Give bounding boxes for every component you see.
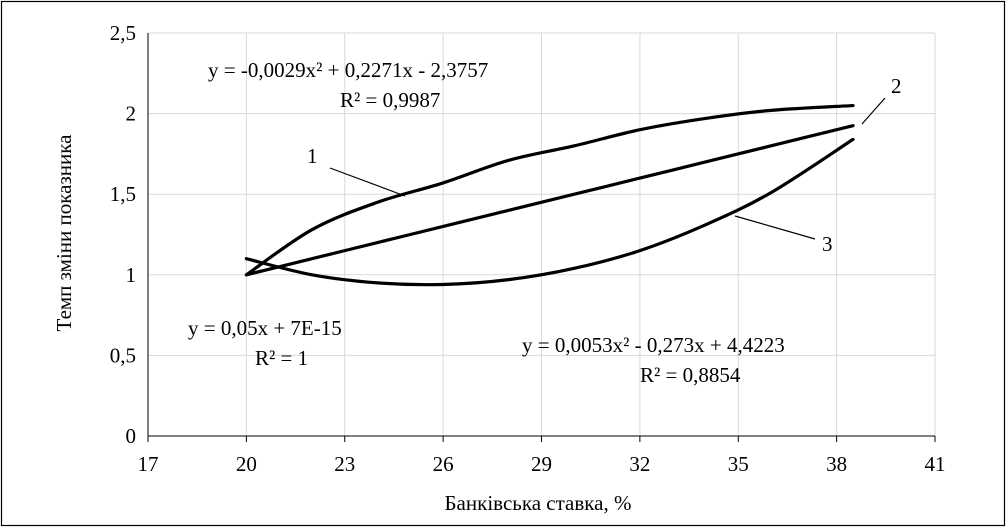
trendline-equation-series-1: y = -0,0029x² + 0,2271x - 2,3757: [208, 58, 488, 82]
trendline-r2-series-2: R² = 1: [255, 346, 308, 370]
series-layer: [244, 103, 855, 287]
y-axis-title: Темп зміни показника: [52, 134, 76, 332]
x-tick-label: 35: [728, 452, 749, 476]
y-tick-label: 1: [126, 263, 137, 287]
y-tick-label: 2: [126, 102, 137, 126]
x-tick-label: 38: [826, 452, 847, 476]
series-3-line: [244, 137, 855, 287]
trendline-r2-series-1: R² = 0,9987: [340, 88, 440, 112]
x-tick-label: 41: [925, 452, 946, 476]
y-tick-label: 2,5: [110, 21, 136, 45]
grid-layer: [148, 32, 936, 436]
x-tick-label: 20: [236, 452, 257, 476]
y-tick-label: 0: [126, 424, 137, 448]
series-3-leader: [734, 215, 816, 240]
x-tick-label: 17: [138, 452, 159, 476]
series-2-number: 2: [891, 74, 902, 98]
x-tick-label: 26: [433, 452, 454, 476]
series-2-leader: [861, 97, 886, 125]
y-tick-label: 0,5: [110, 343, 136, 367]
x-tick-label: 23: [334, 452, 355, 476]
series-1-line: [244, 103, 855, 277]
series-2-line: [244, 124, 855, 277]
series-1-leader: [329, 167, 406, 197]
y-tick-label: 1,5: [110, 182, 136, 206]
x-tick-label: 29: [531, 452, 552, 476]
trendline-equation-series-2: y = 0,05x + 7E-15: [188, 316, 342, 340]
series-1-number: 1: [307, 144, 318, 168]
series-3-number: 3: [822, 232, 833, 256]
trendline-r2-series-3: R² = 0,8854: [640, 363, 741, 387]
x-tick-label: 32: [629, 452, 650, 476]
x-axis-title: Банківська ставка, %: [445, 491, 632, 515]
trendline-equation-series-3: y = 0,0053x² - 0,273x + 4,4223: [522, 333, 785, 357]
